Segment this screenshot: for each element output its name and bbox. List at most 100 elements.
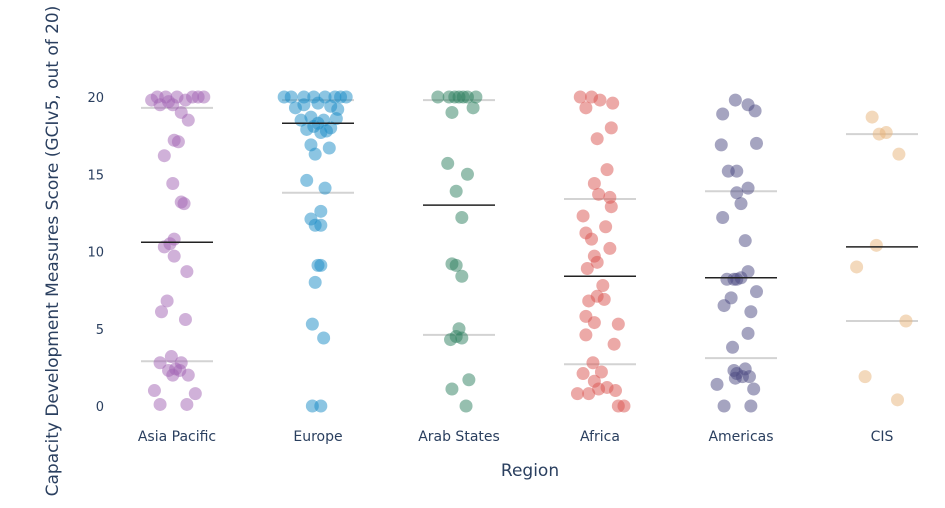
data-point[interactable] [180,397,194,411]
data-point[interactable] [150,90,164,104]
data-point[interactable] [445,105,459,119]
data-point[interactable] [592,187,606,201]
data-point[interactable] [305,317,319,331]
data-point[interactable] [164,350,178,364]
data-point[interactable] [166,368,180,382]
data-point[interactable] [594,365,608,379]
data-point[interactable] [576,367,590,381]
data-point[interactable] [197,90,211,104]
data-point[interactable] [431,90,445,104]
data-point[interactable] [603,241,617,255]
data-point[interactable] [455,269,469,283]
data-point[interactable] [865,110,879,124]
data-point[interactable] [573,90,587,104]
data-point[interactable] [607,337,621,351]
data-point[interactable] [617,399,631,413]
data-point[interactable] [738,234,752,248]
data-point[interactable] [147,384,161,398]
data-point[interactable] [585,232,599,246]
data-point[interactable] [586,356,600,370]
data-point[interactable] [726,340,740,354]
data-point[interactable] [162,95,176,109]
data-point[interactable] [171,135,185,149]
data-point[interactable] [576,209,590,223]
data-point[interactable] [599,220,613,234]
data-point[interactable] [730,164,744,178]
data-point[interactable] [716,107,730,121]
data-point[interactable] [469,90,483,104]
data-point[interactable] [728,93,742,107]
data-point[interactable] [319,124,333,138]
data-point[interactable] [609,384,623,398]
data-point[interactable] [314,218,328,232]
data-point[interactable] [750,136,764,150]
data-point[interactable] [297,98,311,112]
data-point[interactable] [604,200,618,214]
data-point[interactable] [308,275,322,289]
data-point[interactable] [300,173,314,187]
data-point[interactable] [580,261,594,275]
data-point[interactable] [181,113,195,127]
data-point[interactable] [579,101,593,115]
data-point[interactable] [596,278,610,292]
data-point[interactable] [710,377,724,391]
data-point[interactable] [153,356,167,370]
data-point[interactable] [587,177,601,191]
data-point[interactable] [597,292,611,306]
data-point[interactable] [747,382,761,396]
data-point[interactable] [181,368,195,382]
data-point[interactable] [582,294,596,308]
data-point[interactable] [157,149,171,163]
data-point[interactable] [154,305,168,319]
data-point[interactable] [449,329,463,343]
data-point[interactable] [582,387,596,401]
data-point[interactable] [593,93,607,107]
data-point[interactable] [858,370,872,384]
data-point[interactable] [727,272,741,286]
data-point[interactable] [314,204,328,218]
data-point[interactable] [604,121,618,135]
data-point[interactable] [750,285,764,299]
data-point[interactable] [748,104,762,118]
data-point[interactable] [717,299,731,313]
data-point[interactable] [160,294,174,308]
data-point[interactable] [590,132,604,146]
data-point[interactable] [717,399,731,413]
data-point[interactable] [716,211,730,225]
data-point[interactable] [166,177,180,191]
data-point[interactable] [177,197,191,211]
data-point[interactable] [339,90,353,104]
data-point[interactable] [163,237,177,251]
data-point[interactable] [449,258,463,272]
data-point[interactable] [318,181,332,195]
data-point[interactable] [178,312,192,326]
data-point[interactable] [167,249,181,263]
data-point[interactable] [460,167,474,181]
data-point[interactable] [314,399,328,413]
data-point[interactable] [441,156,455,170]
data-point[interactable] [850,260,864,274]
data-point[interactable] [899,314,913,328]
data-point[interactable] [587,316,601,330]
data-point[interactable] [592,382,606,396]
data-point[interactable] [322,141,336,155]
data-point[interactable] [879,126,893,140]
data-point[interactable] [714,138,728,152]
data-point[interactable] [188,387,202,401]
data-point[interactable] [730,186,744,200]
data-point[interactable] [329,112,343,126]
data-point[interactable] [459,399,473,413]
data-point[interactable] [449,184,463,198]
data-point[interactable] [734,197,748,211]
data-point[interactable] [308,147,322,161]
data-point[interactable] [462,373,476,387]
data-point[interactable] [744,399,758,413]
data-point[interactable] [742,370,756,384]
data-point[interactable] [869,238,883,252]
data-point[interactable] [741,326,755,340]
data-point[interactable] [153,397,167,411]
data-point[interactable] [606,96,620,110]
data-point[interactable] [311,96,325,110]
data-point[interactable] [590,255,604,269]
data-point[interactable] [180,265,194,279]
